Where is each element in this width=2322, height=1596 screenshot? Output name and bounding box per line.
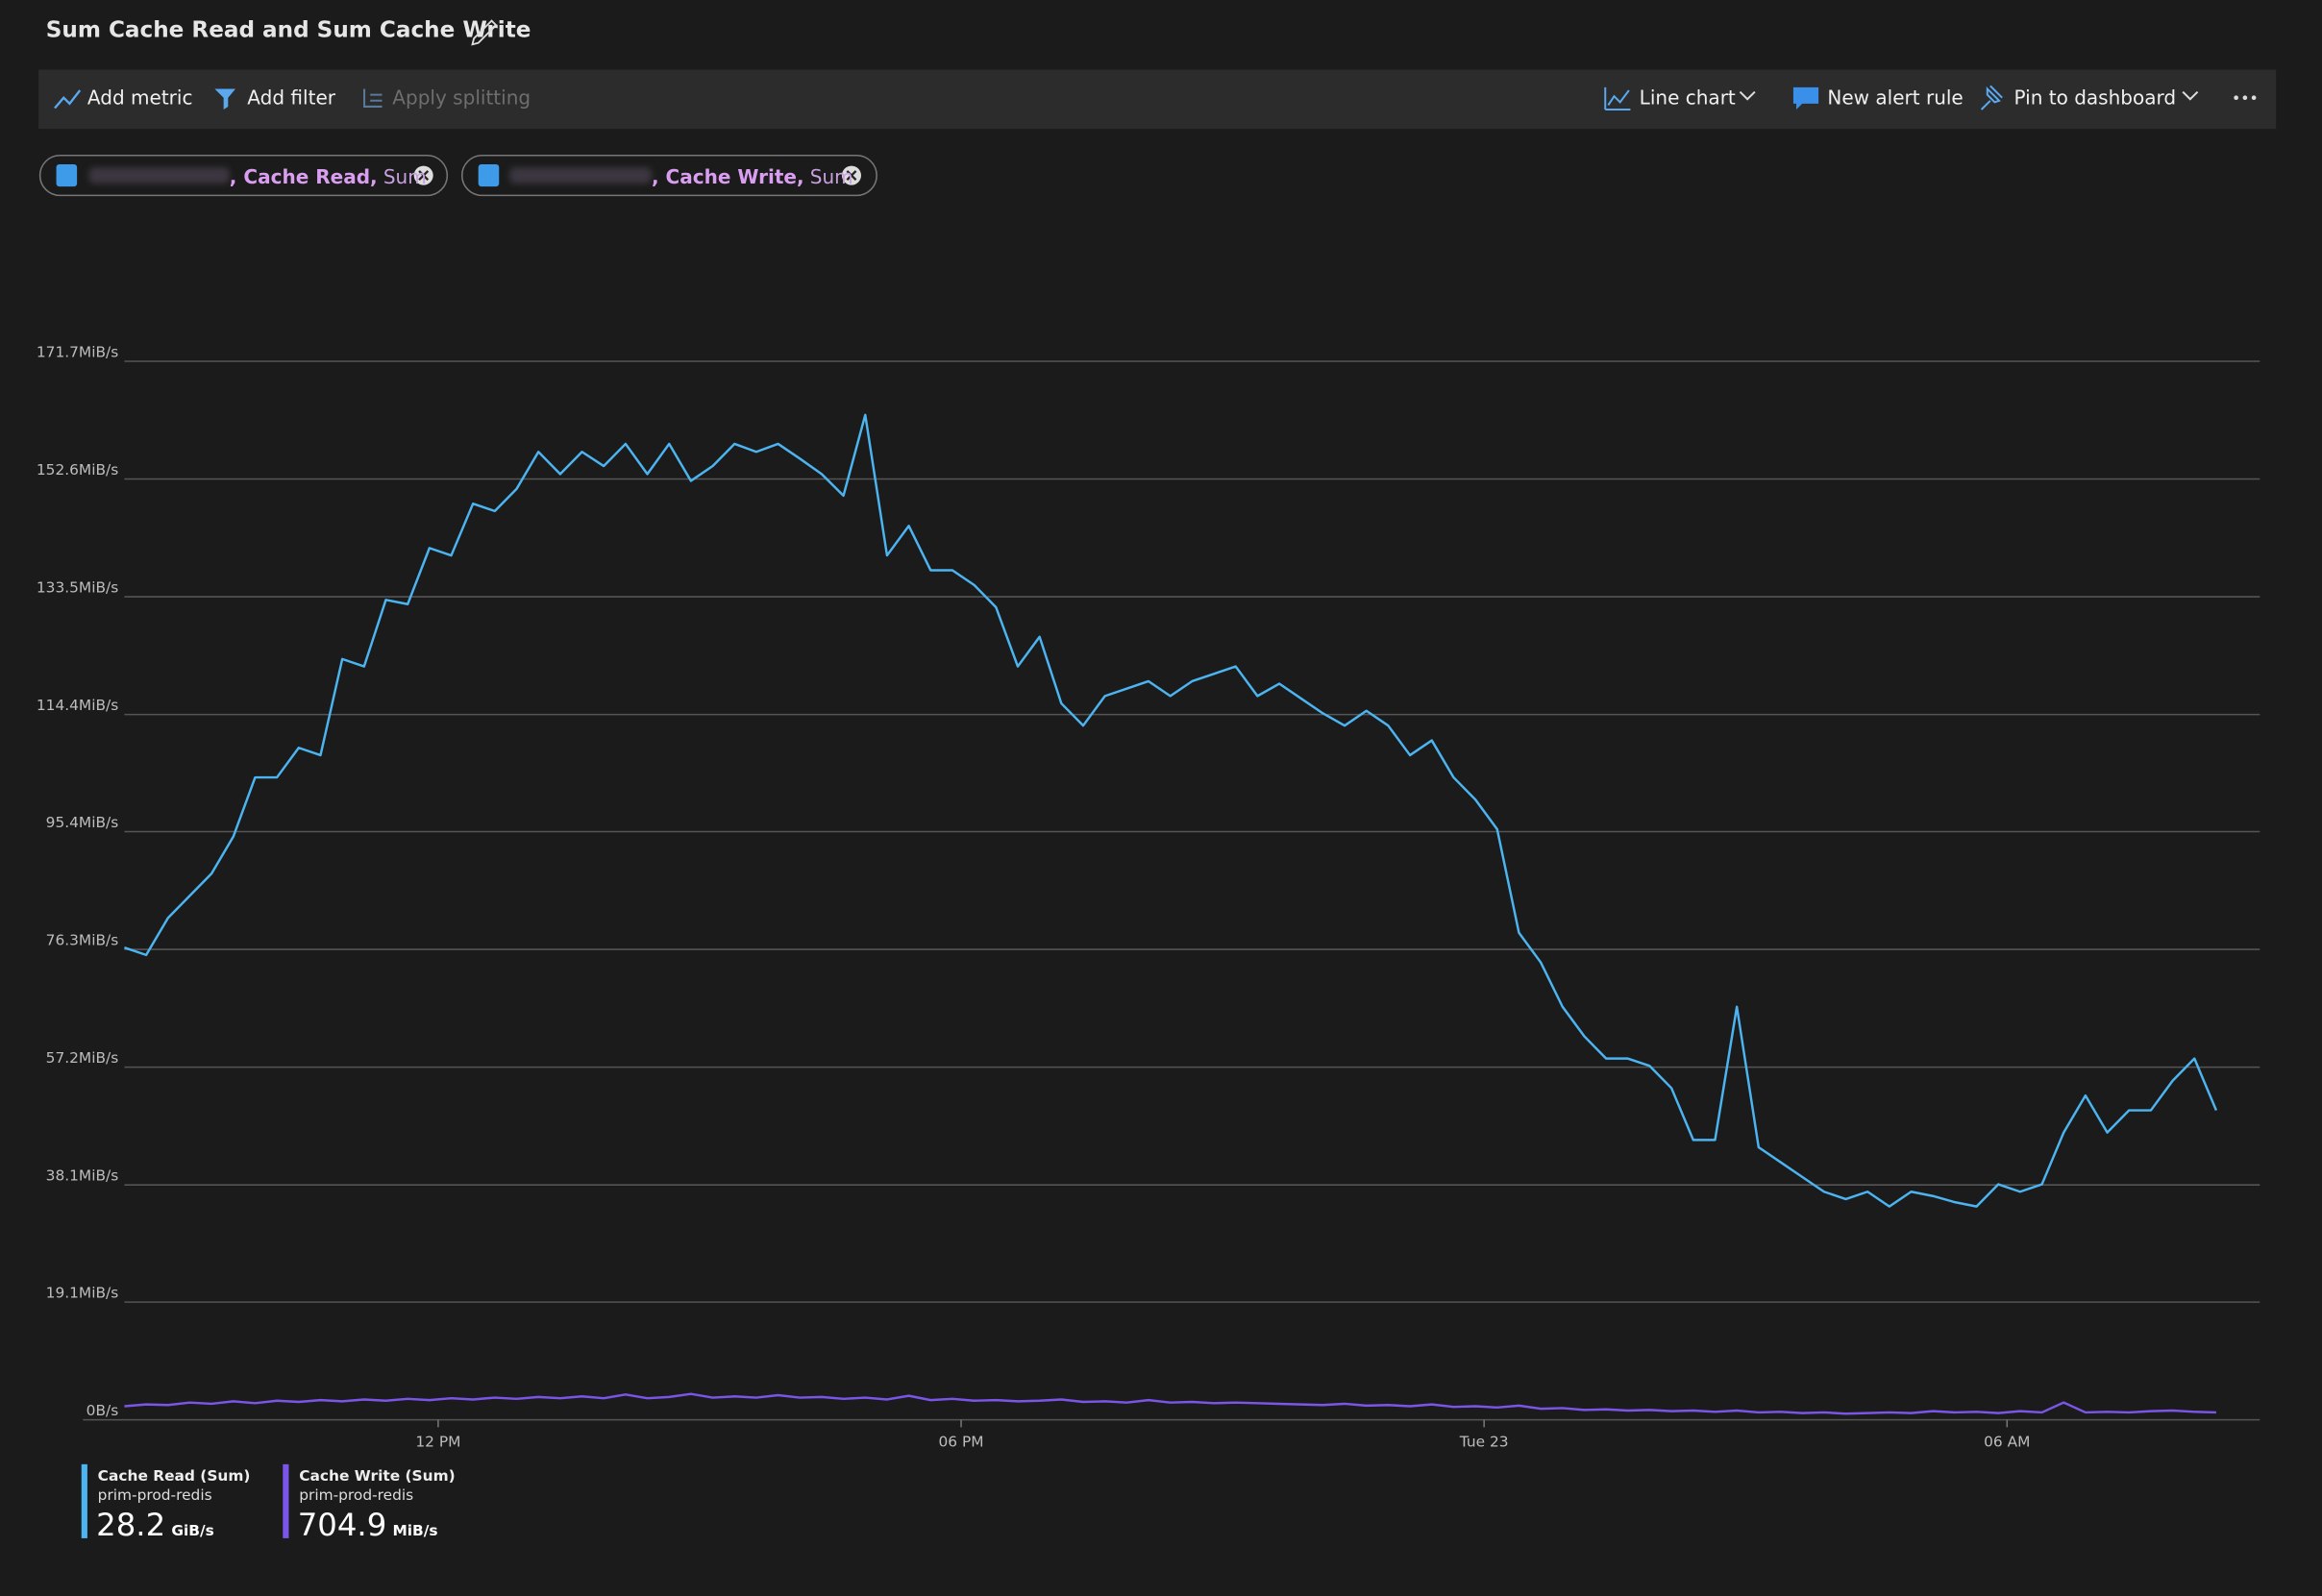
legend-swatch xyxy=(81,1463,87,1538)
legend-resource: prim-prod-redis xyxy=(98,1486,212,1504)
chip-metric: , Cache Read, xyxy=(230,165,378,188)
y-tick-label: 57.2MiB/s xyxy=(46,1049,119,1067)
redacted-resource xyxy=(88,167,230,184)
toolbar-button[interactable]: Add metric xyxy=(87,86,193,110)
x-tick-label: Tue 23 xyxy=(1459,1433,1509,1450)
chip-close[interactable] xyxy=(413,165,433,185)
legend-swatch xyxy=(283,1463,289,1538)
series-line xyxy=(124,413,2218,1208)
legend-total-unit: MiB/s xyxy=(392,1522,437,1539)
chip-aggregation: Sum xyxy=(810,165,853,188)
legend-total-value: 704.9 xyxy=(298,1507,387,1543)
line-chart-icon xyxy=(1604,86,1631,111)
y-tick-label: 95.4MiB/s xyxy=(46,814,119,831)
toolbar-button[interactable]: Pin to dashboard xyxy=(2014,86,2177,110)
legend-item[interactable]: Cache Write (Sum)prim-prod-redis 704.9 MiB… xyxy=(283,1463,456,1543)
toolbar-button: Apply splitting xyxy=(392,86,531,110)
toolbar-button[interactable]: New alert rule xyxy=(1827,86,1963,110)
more-button[interactable] xyxy=(2234,95,2257,101)
y-tick-label: 152.6MiB/s xyxy=(37,461,118,479)
x-tick-label: 12 PM xyxy=(415,1433,460,1450)
legend-name: Cache Read (Sum) xyxy=(98,1467,251,1485)
toolbar xyxy=(38,69,2277,130)
alert-icon xyxy=(1792,86,1819,110)
toolbar-button[interactable]: Add filter xyxy=(247,86,335,110)
chip-label: , Cache Write, Sum xyxy=(652,165,853,188)
chart-title[interactable]: Sum Cache Read and Sum Cache Write xyxy=(46,18,531,43)
y-tick-label: 0B/s xyxy=(86,1402,119,1419)
x-tick-label: 06 AM xyxy=(1984,1433,2030,1450)
y-tick-label: 114.4MiB/s xyxy=(37,697,118,714)
legend-total: 28.2 GiB/s xyxy=(96,1507,214,1543)
legend-total-unit: GiB/s xyxy=(171,1522,213,1539)
split-icon xyxy=(363,88,383,108)
chip-aggregation: Sum xyxy=(383,165,427,188)
x-tick-label: 06 PM xyxy=(939,1433,984,1450)
y-tick-label: 133.5MiB/s xyxy=(37,578,118,596)
add-metric-icon xyxy=(54,89,82,110)
pin-icon xyxy=(1980,85,2003,110)
legend-name: Cache Write (Sum) xyxy=(299,1467,455,1485)
chip-metric: , Cache Write, xyxy=(652,165,804,188)
dropdown-chevrons[interactable] xyxy=(1739,90,2199,101)
legend-item[interactable]: Cache Read (Sum)prim-prod-redis 28.2 GiB/s xyxy=(81,1463,251,1543)
chip-close[interactable] xyxy=(841,165,861,185)
legend-resource: prim-prod-redis xyxy=(299,1486,413,1504)
chip-label: , Cache Read, Sum xyxy=(230,165,427,188)
redacted-resource xyxy=(509,167,652,184)
resource-icon xyxy=(56,164,78,187)
y-tick-label: 38.1MiB/s xyxy=(46,1167,119,1185)
y-tick-label: 19.1MiB/s xyxy=(46,1284,119,1301)
edit-icon[interactable] xyxy=(471,19,498,46)
series-line xyxy=(124,1392,2216,1415)
legend-total: 704.9 MiB/s xyxy=(298,1507,438,1543)
legend-total-value: 28.2 xyxy=(96,1507,165,1543)
chip[interactable] xyxy=(38,155,449,197)
y-tick-label: 171.7MiB/s xyxy=(37,343,118,360)
toolbar-button[interactable]: Line chart xyxy=(1640,86,1736,110)
y-tick-label: 76.3MiB/s xyxy=(46,931,119,948)
resource-icon xyxy=(478,164,500,187)
chip[interactable] xyxy=(460,155,877,197)
